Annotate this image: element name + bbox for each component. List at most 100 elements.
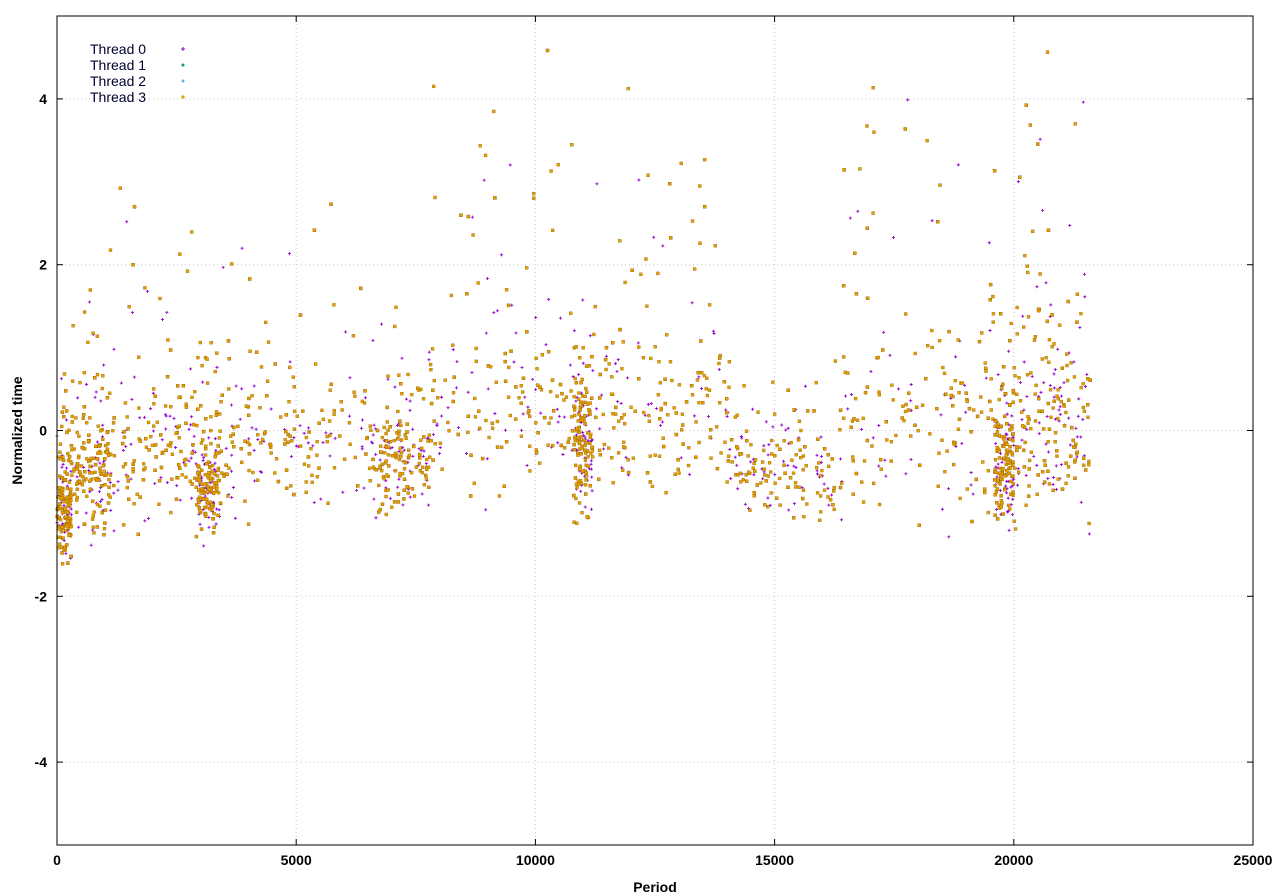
data-point: [388, 439, 393, 444]
data-point: [485, 457, 489, 461]
data-point: [995, 475, 999, 479]
data-point: [769, 491, 773, 495]
data-point: [371, 433, 375, 437]
data-point: [417, 461, 421, 466]
data-point: [312, 501, 316, 505]
data-point: [212, 511, 216, 516]
data-point: [195, 503, 199, 507]
data-point: [437, 452, 441, 456]
data-point: [1048, 384, 1052, 388]
data-point: [571, 375, 575, 379]
data-point: [216, 490, 221, 495]
data-point: [514, 331, 518, 335]
data-point: [472, 481, 476, 485]
data-point: [1052, 372, 1056, 376]
data-point: [773, 481, 777, 485]
data-point: [99, 451, 103, 455]
data-point: [283, 437, 287, 442]
data-point: [64, 418, 68, 422]
data-point: [229, 469, 233, 473]
data-point: [1049, 303, 1053, 307]
data-point: [894, 433, 898, 438]
data-point: [429, 438, 433, 443]
data-point: [822, 482, 826, 486]
data-point: [326, 501, 330, 505]
data-point: [269, 451, 273, 455]
data-point: [805, 502, 809, 506]
data-point: [443, 378, 447, 382]
data-point: [404, 397, 408, 401]
data-point: [99, 399, 103, 403]
data-point: [165, 481, 169, 485]
data-point: [118, 186, 122, 190]
data-point: [1006, 503, 1011, 508]
data-point: [657, 359, 661, 364]
data-point: [304, 435, 309, 440]
data-point: [1022, 408, 1026, 412]
data-point: [70, 379, 75, 383]
data-point: [1064, 410, 1068, 415]
data-point: [230, 440, 234, 444]
data-point: [184, 402, 188, 406]
data-point: [201, 380, 205, 384]
data-point: [546, 443, 550, 447]
data-point: [1062, 404, 1066, 408]
data-point: [956, 163, 960, 167]
data-point: [727, 385, 731, 390]
data-point: [1025, 395, 1029, 399]
data-point: [1066, 465, 1071, 469]
data-point: [1081, 405, 1086, 410]
data-point: [814, 465, 819, 470]
data-point: [80, 483, 85, 487]
data-point: [815, 472, 819, 476]
data-point: [767, 443, 771, 447]
data-point: [646, 173, 650, 177]
data-point: [803, 384, 807, 388]
data-point: [520, 390, 525, 394]
data-point: [315, 439, 319, 444]
data-point: [91, 499, 95, 503]
data-point: [174, 446, 178, 450]
data-point: [709, 456, 713, 460]
data-point: [74, 416, 78, 420]
data-point: [766, 474, 770, 478]
data-point: [90, 517, 95, 521]
data-point: [60, 465, 64, 469]
data-point: [815, 469, 819, 473]
data-point: [184, 475, 188, 479]
data-point: [106, 442, 110, 446]
data-point: [250, 394, 254, 398]
data-point: [483, 153, 488, 158]
data-point: [227, 387, 231, 391]
data-point: [621, 468, 625, 472]
data-point: [1053, 431, 1058, 435]
data-point: [763, 473, 767, 477]
data-point: [58, 457, 62, 461]
data-point: [817, 461, 821, 465]
data-point: [170, 452, 175, 457]
data-point: [75, 482, 79, 486]
data-point: [581, 346, 585, 350]
data-point: [751, 407, 755, 411]
data-point: [979, 395, 983, 399]
data-point: [744, 429, 749, 433]
data-point: [85, 421, 89, 425]
data-point: [410, 470, 414, 475]
data-point: [394, 305, 398, 309]
data-point: [930, 328, 934, 333]
data-point: [70, 414, 74, 419]
data-point: [426, 465, 431, 469]
data-point: [219, 400, 223, 404]
data-point: [680, 428, 684, 432]
data-point: [1035, 285, 1039, 289]
data-point: [399, 438, 404, 442]
data-point: [151, 391, 155, 395]
data-point: [853, 396, 858, 401]
data-point: [983, 490, 987, 495]
data-point: [954, 445, 958, 449]
data-point: [819, 454, 823, 458]
data-point: [178, 498, 182, 502]
data-point: [451, 391, 456, 395]
data-point: [595, 182, 599, 186]
data-point: [889, 459, 893, 463]
